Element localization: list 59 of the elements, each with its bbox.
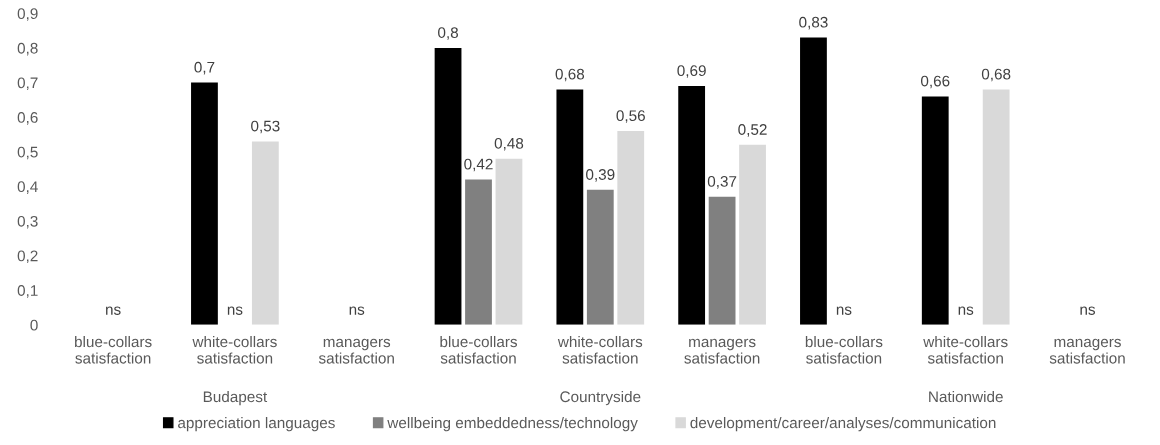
data-label: 0,68 — [555, 68, 585, 82]
bar — [800, 37, 827, 325]
bar — [708, 196, 736, 325]
text: ns — [958, 306, 974, 315]
bar — [739, 144, 766, 325]
text: ns — [227, 306, 243, 315]
data-label: 0,66 — [920, 75, 950, 89]
text: Nationwide — [929, 390, 1003, 403]
x-tick-label: managers satisfaction — [318, 338, 394, 364]
bar — [465, 179, 492, 325]
text: Budapest — [203, 390, 268, 406]
x-tick-label: white-collars satisfaction — [923, 335, 1008, 364]
data-label: 0,52 — [738, 124, 767, 137]
data-label: 0,83 — [799, 16, 828, 30]
data-label: 0,56 — [616, 110, 645, 123]
x-tick-label: blue-collars satisfaction — [805, 335, 883, 364]
y-tick-label: 0,4 — [17, 181, 38, 194]
legend-label: development/career/analyses/communication — [690, 417, 996, 432]
x-tick-label: white-collars satisfaction — [192, 335, 277, 364]
y-tick-label: 0,3 — [17, 215, 38, 229]
x-tick-label: blue-collars satisfaction — [75, 335, 152, 364]
bar — [921, 96, 949, 325]
bar — [251, 141, 279, 325]
y-tick-label: 0 — [30, 319, 38, 331]
data-label: 0,37 — [707, 176, 737, 189]
data-label: 0,39 — [586, 169, 615, 182]
y-tick-label: 0,1 — [17, 285, 38, 298]
text: ns — [836, 306, 852, 315]
y-tick-label: 0,7 — [17, 77, 38, 91]
text: ns — [106, 306, 121, 315]
y-tick-label: 0,5 — [17, 146, 38, 160]
y-tick-label: 0,8 — [17, 42, 38, 56]
y-tick-label: 0,2 — [17, 250, 38, 264]
data-label: 0,69 — [677, 65, 706, 78]
x-tick-label: managers satisfaction — [684, 338, 760, 364]
data-label: 0,42 — [464, 158, 493, 172]
data-label: 0,7 — [194, 61, 215, 75]
data-label: 0,48 — [494, 137, 524, 151]
bar — [434, 47, 462, 325]
text: ns — [1080, 306, 1096, 315]
bar — [586, 189, 614, 325]
legend-label: wellbeing embeddedness/technology — [387, 417, 638, 432]
text: ns — [349, 306, 365, 315]
text: Countryside — [560, 390, 641, 406]
data-label: 0,8 — [438, 27, 459, 40]
bar — [982, 89, 1010, 325]
bar — [678, 86, 706, 325]
bar — [495, 158, 523, 325]
bar — [617, 131, 645, 325]
y-tick-label: 0,6 — [17, 112, 38, 125]
bar — [191, 82, 218, 325]
legend-label: appreciation languages — [178, 417, 335, 432]
x-tick-label: white-collars satisfaction — [557, 335, 643, 364]
data-label: 0,68 — [981, 68, 1011, 82]
bar — [556, 89, 584, 325]
y-tick-label: 0,9 — [17, 8, 38, 21]
x-tick-label: managers satisfaction — [1049, 338, 1125, 364]
x-tick-label: blue-collars satisfaction — [440, 335, 518, 364]
data-label: 0,53 — [251, 120, 280, 134]
